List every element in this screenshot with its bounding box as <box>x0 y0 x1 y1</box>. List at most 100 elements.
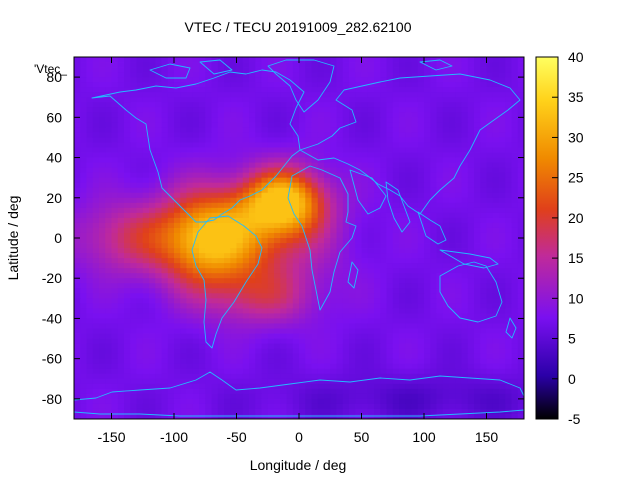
heat-cell <box>405 187 412 194</box>
heat-cell <box>211 227 219 234</box>
heat-cell <box>161 222 169 229</box>
heat-cell <box>486 202 494 209</box>
heat-cell <box>99 328 106 334</box>
heat-cell <box>236 248 244 254</box>
heat-cell <box>117 92 125 98</box>
heat-cell <box>467 57 475 63</box>
heat-cell <box>474 323 481 329</box>
heat-cell <box>236 273 244 279</box>
heat-cell <box>142 112 150 118</box>
heat-cell <box>149 358 156 365</box>
heat-cell <box>236 127 244 133</box>
heat-cell <box>367 373 375 380</box>
heat-cell <box>324 147 331 153</box>
heat-cell <box>505 358 512 365</box>
heat-cell <box>405 232 412 239</box>
heat-cell <box>467 378 475 385</box>
heat-cell <box>361 127 369 133</box>
heat-cell <box>361 243 369 249</box>
heat-cell <box>492 238 500 244</box>
heat-cell <box>367 268 375 274</box>
heat-cell <box>136 288 144 294</box>
heat-cell <box>436 353 444 360</box>
heat-cell <box>486 383 494 390</box>
heat-cell <box>242 328 250 334</box>
heat-cell <box>255 353 262 360</box>
heat-cell <box>486 197 494 204</box>
heat-cell <box>449 207 456 214</box>
heat-cell <box>317 238 325 244</box>
heat-cell <box>467 363 475 370</box>
heat-cell <box>467 318 475 324</box>
heat-cell <box>336 222 344 229</box>
heat-cell <box>80 97 87 103</box>
heat-cell <box>149 363 156 370</box>
heat-cell <box>499 393 506 400</box>
heat-cell <box>380 398 387 405</box>
heat-cell <box>80 333 87 339</box>
heat-cell <box>249 398 256 405</box>
heat-cell <box>292 378 300 385</box>
heat-cell <box>211 323 219 329</box>
heat-cell <box>361 177 369 184</box>
heat-cell <box>299 398 306 405</box>
heat-cell <box>449 122 456 128</box>
heat-cell <box>380 207 387 214</box>
heat-cell <box>292 147 300 153</box>
heat-cell <box>324 318 331 324</box>
heat-cell <box>242 358 250 365</box>
heat-cell <box>517 172 524 179</box>
heat-cell <box>392 192 400 199</box>
heat-cell <box>474 177 481 184</box>
heat-cell <box>136 152 144 158</box>
heat-cell <box>174 358 181 365</box>
heat-cell <box>74 403 81 410</box>
heat-cell <box>274 227 281 234</box>
heat-cell <box>192 192 200 199</box>
heat-cell <box>92 232 100 239</box>
heat-cell <box>474 57 481 63</box>
heat-cell <box>167 97 175 103</box>
heat-cell <box>86 388 94 395</box>
heat-cell <box>286 238 294 244</box>
heat-cell <box>292 92 300 98</box>
heat-cell <box>111 82 119 88</box>
heat-cell <box>136 253 144 259</box>
heat-cell <box>217 253 225 259</box>
heat-cell <box>430 77 437 83</box>
heat-cell <box>486 122 494 128</box>
heat-cell <box>380 67 387 73</box>
heat-cell <box>267 343 275 350</box>
heat-cell <box>86 207 94 214</box>
heat-cell <box>405 253 412 259</box>
heat-cell <box>467 207 475 214</box>
heat-cell <box>99 57 106 63</box>
heat-cell <box>355 368 362 375</box>
heat-cell <box>430 348 437 355</box>
heat-cell <box>367 77 375 83</box>
heat-cell <box>130 172 137 179</box>
heat-cell <box>111 263 119 269</box>
heat-cell <box>155 227 162 234</box>
heat-cell <box>436 363 444 370</box>
heat-cell <box>92 238 100 244</box>
heat-cell <box>174 172 181 179</box>
heat-cell <box>299 112 306 118</box>
heat-cell <box>261 283 269 289</box>
heat-cell <box>442 313 450 319</box>
heat-cell <box>105 102 112 108</box>
heat-cell <box>230 192 237 199</box>
heat-cell <box>480 77 487 83</box>
heat-cell <box>292 393 300 400</box>
heat-cell <box>267 338 275 344</box>
heat-cell <box>267 298 275 304</box>
heat-cell <box>117 398 125 405</box>
heat-cell <box>236 227 244 234</box>
heat-cell <box>467 222 475 229</box>
heat-cell <box>486 172 494 179</box>
heat-cell <box>80 253 87 259</box>
heat-cell <box>355 102 362 108</box>
heat-cell <box>230 383 237 390</box>
heat-cell <box>136 177 144 184</box>
heat-cell <box>192 207 200 214</box>
